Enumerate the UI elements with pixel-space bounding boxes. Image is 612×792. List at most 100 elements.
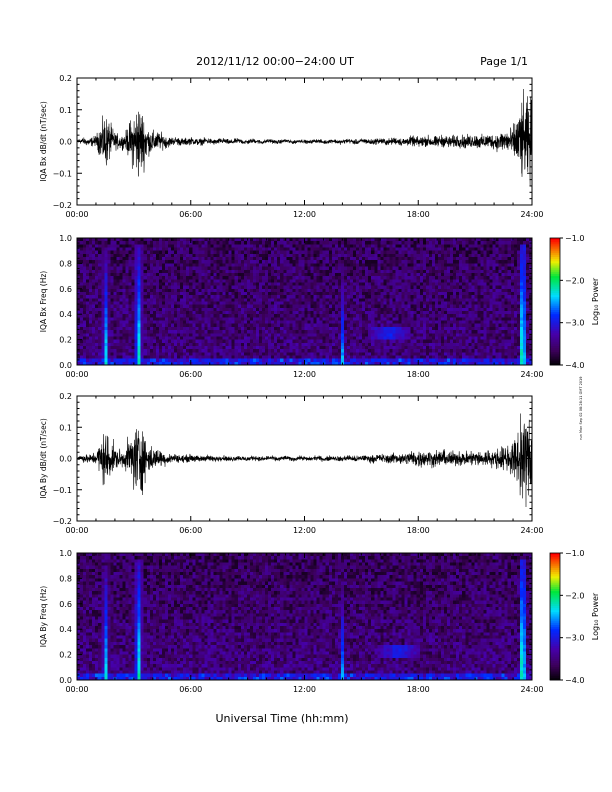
- colorbar-swatch: [550, 293, 560, 296]
- colorbar-swatch: [550, 637, 560, 641]
- colorbar-swatch: [550, 671, 560, 675]
- colorbar-swatch: [550, 286, 560, 290]
- colorbar-swatch: [550, 648, 560, 651]
- colorbar-swatch: [550, 610, 560, 613]
- colorbar-tick-label: −2.0: [565, 276, 584, 285]
- y-tick-label: 0.2: [59, 336, 72, 345]
- colorbar-swatch: [550, 271, 560, 275]
- colorbar-swatch: [550, 303, 560, 307]
- colorbar-swatch: [550, 269, 560, 273]
- colorbar-swatch: [550, 633, 560, 636]
- colorbar-tick-label: −3.0: [565, 634, 584, 643]
- colorbar-swatch: [550, 337, 560, 340]
- colorbar-swatch: [550, 358, 560, 362]
- colorbar-swatch: [550, 673, 560, 677]
- colorbar-swatch: [550, 608, 560, 611]
- colorbar-swatch: [550, 591, 560, 594]
- spectrogram-cells: [77, 238, 533, 366]
- x-tick-label: 12:00: [293, 526, 316, 535]
- y-tick-label: 0.4: [59, 625, 72, 634]
- dbdt-trace: [76, 88, 533, 187]
- colorbar-swatch: [550, 622, 560, 626]
- x-tick-label: 06:00: [179, 526, 202, 535]
- colorbar-swatch: [550, 616, 560, 620]
- colorbar-swatch: [550, 597, 560, 600]
- colorbar-swatch: [550, 278, 560, 281]
- y-tick-label: 0.2: [59, 651, 72, 660]
- y-tick-label: 0.0: [59, 138, 72, 147]
- x-tick-label: 24:00: [520, 370, 543, 379]
- colorbar-swatch: [550, 650, 560, 653]
- colorbar-swatch: [550, 588, 560, 592]
- y-tick-label: 1.0: [59, 549, 72, 558]
- colorbar-swatch: [550, 584, 560, 588]
- figure-title: 2012/11/12 00:00−24:00 UT: [196, 55, 354, 68]
- colorbar-swatch: [550, 250, 560, 254]
- colorbar-swatch: [550, 605, 560, 609]
- colorbar-swatch: [550, 656, 560, 660]
- colorbar-swatch: [550, 569, 560, 573]
- colorbar-swatch: [550, 331, 560, 334]
- colorbar-swatch: [550, 360, 560, 364]
- y-tick-label: −0.2: [53, 201, 72, 210]
- colorbar-swatch: [550, 603, 560, 607]
- x-tick-label: 18:00: [407, 370, 430, 379]
- colorbar-swatch: [550, 563, 560, 567]
- colorbar-swatch: [550, 350, 560, 353]
- colorbar-swatch: [550, 284, 560, 288]
- colorbar-swatch: [550, 654, 560, 658]
- x-tick-label: 12:00: [293, 370, 316, 379]
- colorbar-swatch: [550, 561, 560, 564]
- colorbar-swatch: [550, 586, 560, 590]
- colorbar-swatch: [550, 631, 560, 634]
- colorbar-swatch: [550, 599, 560, 603]
- y-axis-label: IQA By Freq (Hz): [39, 586, 48, 648]
- colorbar-swatch: [550, 345, 560, 349]
- colorbar-label: Log₁₀ Power: [591, 592, 600, 640]
- colorbar-swatch: [550, 652, 560, 655]
- colorbar-swatch: [550, 629, 560, 632]
- colorbar-swatch: [550, 601, 560, 605]
- colorbar-swatch: [550, 305, 560, 309]
- colorbar-swatch: [550, 318, 560, 321]
- x-tick-label: 00:00: [65, 526, 88, 535]
- colorbar-swatch: [550, 254, 560, 258]
- y-tick-label: 0.0: [59, 676, 72, 685]
- colorbar-swatch: [550, 316, 560, 319]
- colorbar-swatch: [550, 259, 560, 262]
- colorbar-swatch: [550, 580, 560, 584]
- colorbar-swatch: [550, 675, 560, 679]
- colorbar-swatch: [550, 339, 560, 343]
- colorbar-swatch: [550, 667, 560, 670]
- colorbar-swatch: [550, 553, 560, 556]
- panel-by-dbdt: 00:00 06:00 12:00 18:00 24:00 0.2 0.1 0.0 −0.1 −0…: [39, 392, 544, 535]
- colorbar-swatch: [550, 307, 560, 311]
- x-tick-label: 24:00: [520, 210, 543, 219]
- colorbar-swatch: [550, 658, 560, 662]
- colorbar-swatch: [550, 356, 560, 360]
- colorbar-swatch: [550, 288, 560, 292]
- colorbar-swatch: [550, 309, 560, 313]
- colorbar-swatch: [550, 324, 560, 328]
- colorbar-swatch: [550, 555, 560, 558]
- colorbar-swatch: [550, 624, 560, 628]
- colorbar-by: −1.0 −2.0 −3.0 −4.0 Log₁₀ Power: [549, 549, 600, 685]
- colorbar-swatch: [550, 238, 560, 241]
- y-axis-label: IQA By dB/dt (nT/sec): [39, 418, 48, 499]
- colorbar-swatch: [550, 612, 560, 615]
- colorbar-swatch: [550, 333, 560, 336]
- colorbar-swatch: [550, 677, 560, 681]
- colorbar-swatch: [550, 295, 560, 298]
- x-tick-label: 06:00: [179, 685, 202, 694]
- colorbar-swatch: [550, 280, 560, 283]
- colorbar-swatch: [550, 267, 560, 271]
- y-tick-label: 0.8: [59, 259, 72, 268]
- colorbar-swatch: [550, 240, 560, 243]
- x-tick-label: 00:00: [65, 370, 88, 379]
- colorbar-swatch: [550, 299, 560, 302]
- y-axis-label: IQA Bx Freq (Hz): [39, 271, 48, 333]
- colorbar-swatch: [550, 314, 560, 317]
- colorbar-swatch: [550, 244, 560, 247]
- panel-bx-dbdt: 00:00 06:00 12:00 18:00 24:00 0.2 0.1 0.0 −0.1 −0…: [39, 74, 544, 219]
